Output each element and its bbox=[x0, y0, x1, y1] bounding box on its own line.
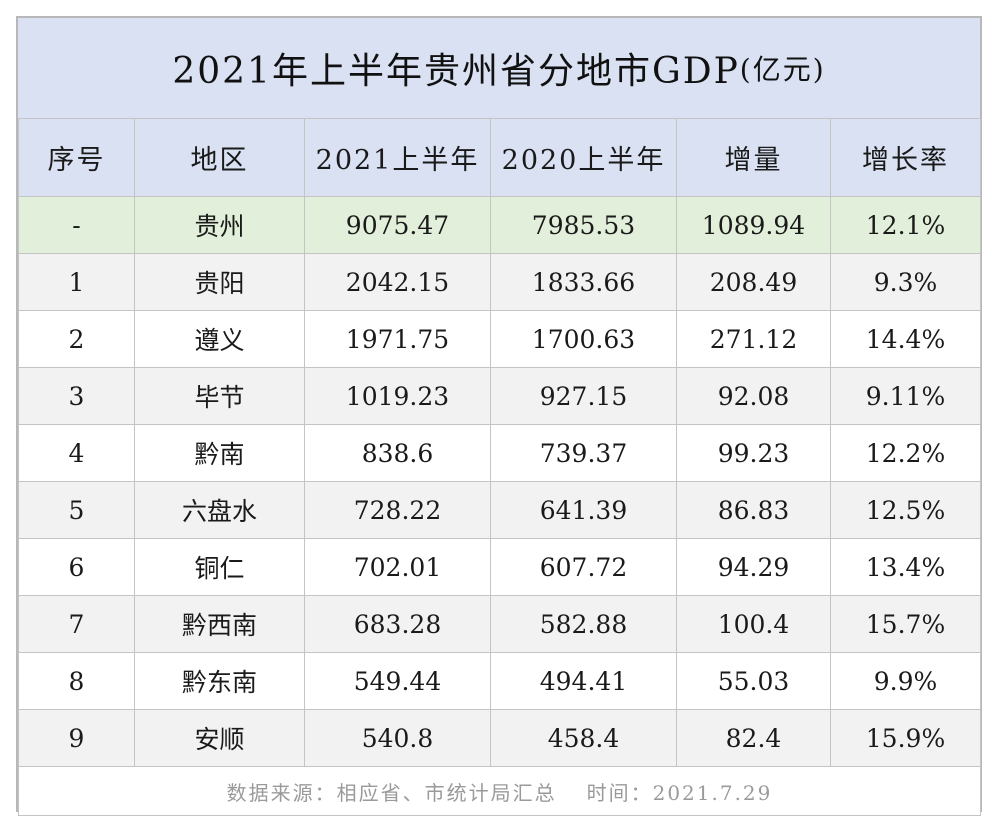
table-cell: 100.4 bbox=[676, 595, 831, 653]
table-cell: 5 bbox=[18, 481, 135, 539]
table-cell: 9 bbox=[18, 709, 135, 767]
table-row: 2 遵义 1971.75 1700.63 271.12 14.4% bbox=[18, 310, 981, 368]
table-row: 7 黔西南 683.28 582.88 100.4 15.7% bbox=[18, 595, 981, 653]
table-cell: 六盘水 bbox=[134, 481, 305, 539]
table-cell: 9.9% bbox=[830, 652, 981, 710]
table-frame: 2021年上半年贵州省分地市GDP (亿元) 序号 地区 2021上半年 2020… bbox=[16, 16, 982, 816]
table-row: 9 安顺 540.8 458.4 82.4 15.9% bbox=[18, 709, 981, 767]
table-cell: 12.2% bbox=[830, 424, 981, 482]
table-cell: 15.9% bbox=[830, 709, 981, 767]
table-cell: 黔东南 bbox=[134, 652, 305, 710]
header-row: 序号 地区 2021上半年 2020上半年 增量 增长率 bbox=[18, 118, 981, 197]
table-cell: 641.39 bbox=[490, 481, 677, 539]
header-cell: 增长率 bbox=[830, 118, 981, 197]
source-note: 数据来源：相应省、市统计局汇总 时间：2021.7.29 bbox=[18, 766, 981, 816]
table-cell: 毕节 bbox=[134, 367, 305, 425]
table-cell: 1 bbox=[18, 253, 135, 311]
table-cell: 1019.23 bbox=[304, 367, 491, 425]
source-text: 数据来源：相应省、市统计局汇总 bbox=[226, 780, 557, 805]
table-cell: 739.37 bbox=[490, 424, 677, 482]
table-cell: 82.4 bbox=[676, 709, 831, 767]
table-cell: 12.5% bbox=[830, 481, 981, 539]
table-cell: 12.1% bbox=[830, 196, 981, 254]
table-cell: 94.29 bbox=[676, 538, 831, 596]
table-cell: 黔西南 bbox=[134, 595, 305, 653]
source-time: 时间：2021.7.29 bbox=[586, 780, 773, 805]
table-cell: 607.72 bbox=[490, 538, 677, 596]
header-cell: 序号 bbox=[18, 118, 135, 197]
table-cell: 6 bbox=[18, 538, 135, 596]
table-cell: 99.23 bbox=[676, 424, 831, 482]
table-cell: 1089.94 bbox=[676, 196, 831, 254]
table-cell: 8 bbox=[18, 652, 135, 710]
source-row: 数据来源：相应省、市统计局汇总 时间：2021.7.29 bbox=[18, 766, 981, 816]
table-cell: 7985.53 bbox=[490, 196, 677, 254]
table-row: 8 黔东南 549.44 494.41 55.03 9.9% bbox=[18, 652, 981, 710]
table-cell: 14.4% bbox=[830, 310, 981, 368]
table-cell: - bbox=[18, 196, 135, 254]
table-cell: 1700.63 bbox=[490, 310, 677, 368]
table-cell: 1971.75 bbox=[304, 310, 491, 368]
table-cell: 2 bbox=[18, 310, 135, 368]
table-cell: 86.83 bbox=[676, 481, 831, 539]
table-cell: 540.8 bbox=[304, 709, 491, 767]
header-cell: 2021上半年 bbox=[304, 118, 491, 197]
table-row: 6 铜仁 702.01 607.72 94.29 13.4% bbox=[18, 538, 981, 596]
table-cell: 728.22 bbox=[304, 481, 491, 539]
title-text: 2021年上半年贵州省分地市GDP bbox=[172, 51, 740, 92]
table-cell: 贵阳 bbox=[134, 253, 305, 311]
table-cell: 2042.15 bbox=[304, 253, 491, 311]
table-cell: 55.03 bbox=[676, 652, 831, 710]
table-cell: 4 bbox=[18, 424, 135, 482]
table-cell: 494.41 bbox=[490, 652, 677, 710]
table-row: 4 黔南 838.6 739.37 99.23 12.2% bbox=[18, 424, 981, 482]
table-cell: 458.4 bbox=[490, 709, 677, 767]
table-cell: 13.4% bbox=[830, 538, 981, 596]
table-cell: 927.15 bbox=[490, 367, 677, 425]
gdp-table: 序号 地区 2021上半年 2020上半年 增量 增长率 - 贵州 9075.47 7… bbox=[18, 118, 981, 816]
table-row-total: - 贵州 9075.47 7985.53 1089.94 12.1% bbox=[18, 196, 981, 254]
table-cell: 683.28 bbox=[304, 595, 491, 653]
table-cell: 遵义 bbox=[134, 310, 305, 368]
table-cell: 7 bbox=[18, 595, 135, 653]
table-cell: 838.6 bbox=[304, 424, 491, 482]
table-row: 5 六盘水 728.22 641.39 86.83 12.5% bbox=[18, 481, 981, 539]
header-cell: 2020上半年 bbox=[490, 118, 677, 197]
table-title: 2021年上半年贵州省分地市GDP (亿元) bbox=[18, 18, 980, 119]
table-cell: 1833.66 bbox=[490, 253, 677, 311]
table-cell: 549.44 bbox=[304, 652, 491, 710]
table-cell: 9075.47 bbox=[304, 196, 491, 254]
table-cell: 铜仁 bbox=[134, 538, 305, 596]
table-cell: 9.3% bbox=[830, 253, 981, 311]
table-cell: 702.01 bbox=[304, 538, 491, 596]
table-cell: 9.11% bbox=[830, 367, 981, 425]
table-cell: 3 bbox=[18, 367, 135, 425]
table-row: 1 贵阳 2042.15 1833.66 208.49 9.3% bbox=[18, 253, 981, 311]
title-unit: (亿元) bbox=[739, 53, 826, 86]
table-cell: 黔南 bbox=[134, 424, 305, 482]
header-cell: 增量 bbox=[676, 118, 831, 197]
table-cell: 92.08 bbox=[676, 367, 831, 425]
table-cell: 贵州 bbox=[134, 196, 305, 254]
header-cell: 地区 bbox=[134, 118, 305, 197]
table-row: 3 毕节 1019.23 927.15 92.08 9.11% bbox=[18, 367, 981, 425]
table-cell: 271.12 bbox=[676, 310, 831, 368]
table-cell: 582.88 bbox=[490, 595, 677, 653]
table-cell: 208.49 bbox=[676, 253, 831, 311]
table-cell: 安顺 bbox=[134, 709, 305, 767]
table-cell: 15.7% bbox=[830, 595, 981, 653]
